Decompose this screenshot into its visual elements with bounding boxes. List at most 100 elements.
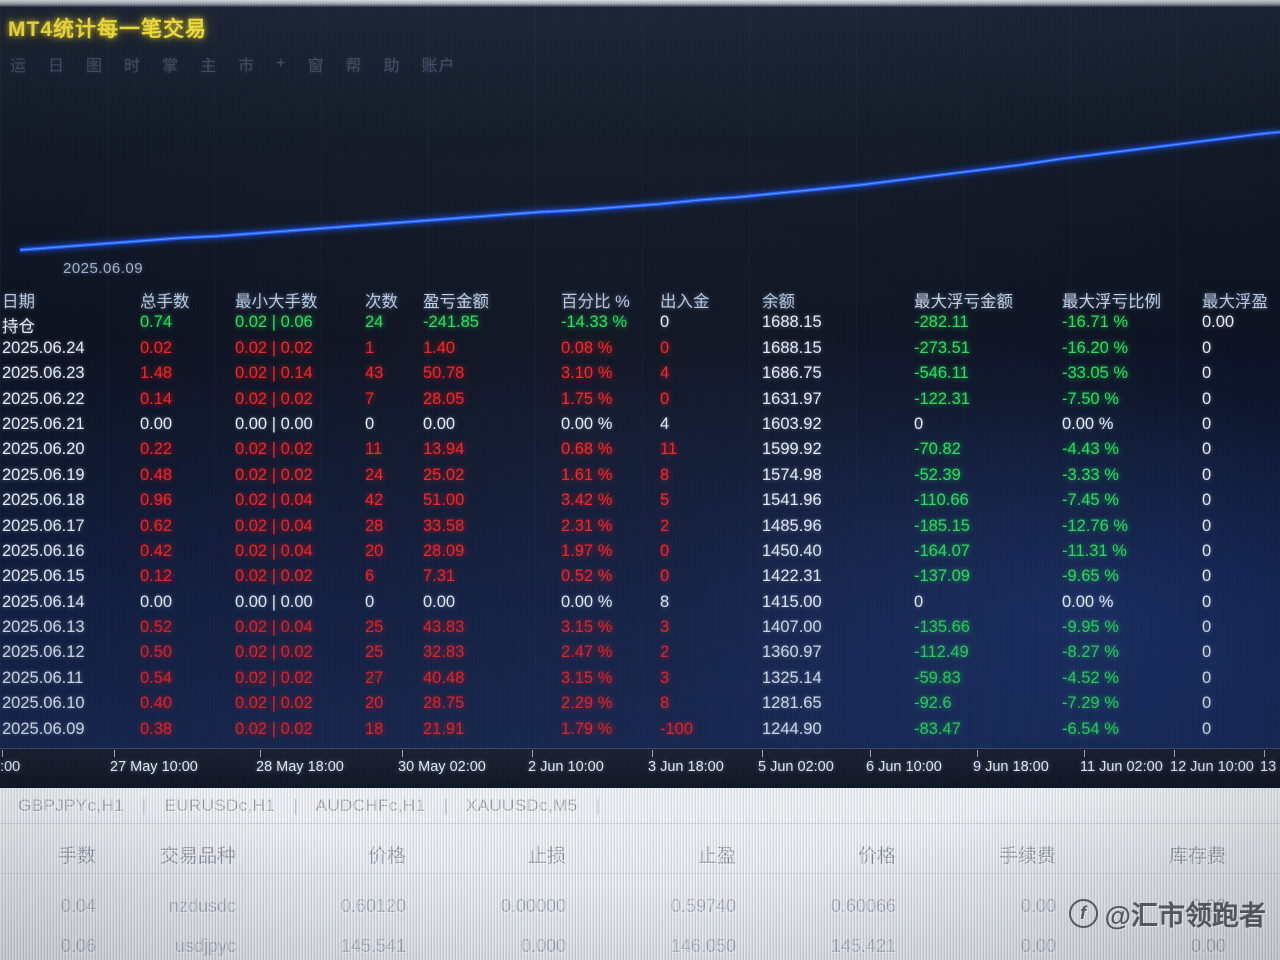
col-header-max-float-profit: 最大浮盈 bbox=[1202, 293, 1268, 311]
stat-cell-balance: 1415.00 bbox=[762, 592, 822, 611]
stat-cell-min-max-lots: 0.02 | 0.02 bbox=[235, 465, 313, 484]
stat-cell-date: 2025.06.13 bbox=[2, 618, 85, 637]
menu-item-3[interactable]: 时 bbox=[124, 58, 142, 75]
menu-item-8[interactable]: 窗 bbox=[307, 58, 325, 75]
menu-item-6[interactable]: 市 bbox=[238, 58, 256, 75]
menu-item-0[interactable]: 运 bbox=[10, 58, 28, 75]
stat-cell-max-float-loss: -110.66 bbox=[914, 491, 969, 510]
stat-cell-min-max-lots: 0.02 | 0.06 bbox=[235, 313, 313, 332]
trade-row[interactable]: 0.06 usdjpyc 145.541 0.000 146.050 145.421 0.0… bbox=[0, 926, 1280, 960]
stat-cell-total-lots: 0.12 bbox=[140, 567, 173, 586]
stat-cell-deposit: 8 bbox=[660, 465, 670, 484]
equity-curve-chart bbox=[19, 130, 1280, 252]
stats-row: 2025.06.12 0.50 0.02 | 0.02 25 32.83 2.47 % 2 1… bbox=[0, 643, 1280, 668]
window-top-edge bbox=[0, 0, 1280, 7]
stat-cell-deposit: 8 bbox=[660, 694, 670, 713]
stat-cell-deposit: 8 bbox=[660, 592, 670, 611]
chart-tab-eurusdc[interactable]: EURUSDc,H1 bbox=[164, 795, 276, 815]
stat-cell-max-float-loss-pct: -9.65 % bbox=[1062, 567, 1119, 586]
stat-cell-percent: 0.08 % bbox=[561, 338, 613, 357]
axis-tick-label: 12 Jun 10:00 bbox=[1170, 759, 1254, 775]
chart-time-axis[interactable]: 2:00 27 May 10:00 28 May 18:00 30 May 02:00… bbox=[0, 748, 1280, 788]
stat-cell-max-float-profit: 0 bbox=[1202, 541, 1212, 560]
trades-col-price: 价格 bbox=[367, 846, 406, 867]
menu-item-5[interactable]: 主 bbox=[200, 58, 218, 75]
tab-separator: | bbox=[595, 795, 600, 815]
stat-cell-date: 2025.06.20 bbox=[2, 440, 85, 459]
stat-cell-min-max-lots: 0.02 | 0.02 bbox=[235, 389, 313, 408]
stat-cell-total-lots: 0.22 bbox=[140, 440, 173, 459]
stat-cell-balance: 1244.90 bbox=[762, 719, 822, 738]
stat-cell-deposit: 3 bbox=[660, 668, 670, 687]
stat-cell-count: 27 bbox=[365, 668, 384, 687]
stat-cell-pl-amount: 28.09 bbox=[423, 541, 465, 560]
axis-tick-label: 27 May 10:00 bbox=[110, 759, 198, 775]
stat-cell-date: 持仓 bbox=[2, 318, 35, 337]
trade-cell-swap: 0.00 bbox=[1190, 895, 1226, 916]
stat-cell-percent: 3.42 % bbox=[561, 491, 613, 510]
menu-item-1[interactable]: 日 bbox=[48, 58, 66, 75]
stat-cell-count: 1 bbox=[365, 338, 375, 357]
stat-cell-max-float-profit: 0 bbox=[1202, 364, 1212, 383]
stat-cell-max-float-loss-pct: -3.33 % bbox=[1062, 465, 1119, 484]
stat-cell-count: 6 bbox=[365, 567, 375, 586]
col-header-min-max-lots: 最小大手数 bbox=[235, 293, 318, 311]
stats-row: 2025.06.18 0.96 0.02 | 0.04 42 51.00 3.42 % 5 1… bbox=[0, 491, 1280, 516]
stat-cell-balance: 1407.00 bbox=[762, 618, 822, 637]
menu-item-9[interactable]: 帮 bbox=[345, 58, 363, 75]
stat-cell-date: 2025.06.09 bbox=[2, 719, 85, 738]
stat-cell-date: 2025.06.11 bbox=[2, 668, 84, 687]
stat-cell-min-max-lots: 0.02 | 0.02 bbox=[235, 668, 313, 687]
stat-cell-max-float-profit: 0 bbox=[1202, 440, 1212, 459]
menu-item-4[interactable]: 掌 bbox=[162, 58, 180, 75]
menu-item-7[interactable]: + bbox=[276, 55, 287, 72]
col-header-total-lots: 总手数 bbox=[140, 293, 190, 311]
menu-item-2[interactable]: 图 bbox=[86, 58, 104, 75]
chart-area[interactable]: 2025.06.09 MT4统计每一笔交易 运 日 图 时 掌 主 市 + 窗 … bbox=[0, 7, 1280, 748]
menu-toolbar[interactable]: 运 日 图 时 掌 主 市 + 窗 帮 助 账户 bbox=[10, 52, 456, 76]
chart-tab-bar[interactable]: GBPJPYc,H1 | EURUSDc,H1 | AUDCHFc,H1 | XAUUSDc… bbox=[0, 788, 1280, 824]
chart-tab-gbpjpyc[interactable]: GBPJPYc,H1 bbox=[18, 795, 125, 815]
trade-cell-symbol: nzdusdc bbox=[168, 895, 236, 916]
stat-cell-date: 2025.06.14 bbox=[2, 592, 85, 611]
stat-cell-max-float-profit: 0 bbox=[1202, 694, 1212, 713]
stat-cell-deposit: 5 bbox=[660, 491, 670, 510]
stat-cell-deposit: 0 bbox=[660, 541, 670, 560]
screen-glow-lower bbox=[0, 337, 1280, 748]
stat-cell-count: 43 bbox=[365, 364, 384, 383]
menu-item-11[interactable]: 账户 bbox=[421, 58, 456, 75]
stat-cell-max-float-loss: -273.51 bbox=[914, 338, 970, 357]
stat-cell-count: 0 bbox=[365, 414, 375, 433]
stat-cell-percent: 2.31 % bbox=[561, 516, 613, 535]
trade-row[interactable]: 0.04 nzdusdc 0.60120 0.00000 0.59740 0.60066 0… bbox=[0, 886, 1280, 926]
trade-cell-swap: 0.00 bbox=[1190, 935, 1226, 956]
chart-tab-audchfc[interactable]: AUDCHFc,H1 bbox=[315, 795, 426, 815]
stat-cell-max-float-loss: -185.15 bbox=[914, 516, 970, 535]
stat-cell-pl-amount: 50.78 bbox=[423, 364, 465, 383]
stat-cell-balance: 1450.40 bbox=[762, 541, 822, 560]
axis-tick-label: 6 Jun 10:00 bbox=[866, 759, 942, 775]
stat-cell-max-float-loss-pct: 0.00 % bbox=[1062, 414, 1114, 433]
stat-cell-pl-amount: 25.02 bbox=[423, 465, 465, 484]
stats-row: 2025.06.09 0.38 0.02 | 0.02 18 21.91 1.79 % -1… bbox=[0, 720, 1280, 745]
axis-tick bbox=[652, 750, 653, 757]
chart-tab-xauusdc[interactable]: XAUUSDc,M5 bbox=[465, 795, 578, 815]
stat-cell-max-float-profit: 0 bbox=[1202, 592, 1212, 611]
stat-cell-max-float-loss-pct: -12.76 % bbox=[1062, 516, 1129, 535]
trade-cell-stoploss: 0.000 bbox=[520, 935, 566, 956]
axis-tick bbox=[1264, 750, 1265, 757]
stats-row: 2025.06.23 1.48 0.02 | 0.14 43 50.78 3.10 % 4 1… bbox=[0, 364, 1280, 389]
stat-cell-pl-amount: 33.58 bbox=[423, 516, 465, 535]
stat-cell-max-float-profit: 0 bbox=[1202, 567, 1212, 586]
stat-cell-deposit: 4 bbox=[660, 364, 670, 383]
stats-row: 2025.06.17 0.62 0.02 | 0.04 28 33.58 2.31 % 2 1… bbox=[0, 517, 1280, 542]
menu-item-10[interactable]: 助 bbox=[383, 58, 401, 75]
col-header-percent: 百分比 % bbox=[561, 293, 630, 311]
stat-cell-date: 2025.06.10 bbox=[2, 694, 85, 713]
axis-tick bbox=[1174, 750, 1175, 757]
stat-cell-total-lots: 0.02 bbox=[140, 338, 173, 357]
axis-tick bbox=[762, 750, 763, 757]
trade-cell-price: 145.541 bbox=[340, 935, 406, 956]
stat-cell-percent: 2.29 % bbox=[561, 694, 613, 713]
trade-cell-lots: 0.04 bbox=[60, 895, 96, 916]
